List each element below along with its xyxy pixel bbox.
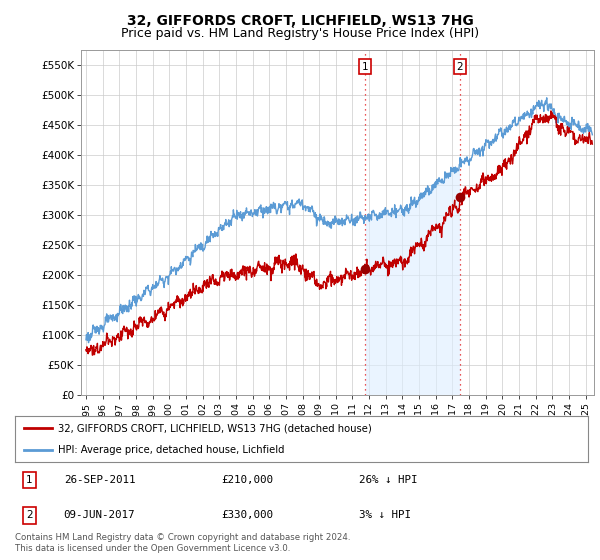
- Text: 1: 1: [26, 475, 32, 486]
- Text: 2: 2: [457, 62, 463, 72]
- Text: Contains HM Land Registry data © Crown copyright and database right 2024.
This d: Contains HM Land Registry data © Crown c…: [15, 533, 350, 553]
- Text: 32, GIFFORDS CROFT, LICHFIELD, WS13 7HG (detached house): 32, GIFFORDS CROFT, LICHFIELD, WS13 7HG …: [58, 423, 372, 433]
- Text: Price paid vs. HM Land Registry's House Price Index (HPI): Price paid vs. HM Land Registry's House …: [121, 27, 479, 40]
- Text: 2: 2: [26, 510, 32, 520]
- Text: 3% ↓ HPI: 3% ↓ HPI: [359, 510, 411, 520]
- Text: 26% ↓ HPI: 26% ↓ HPI: [359, 475, 418, 486]
- Text: 26-SEP-2011: 26-SEP-2011: [64, 475, 135, 486]
- Text: 1: 1: [362, 62, 368, 72]
- Text: HPI: Average price, detached house, Lichfield: HPI: Average price, detached house, Lich…: [58, 445, 284, 455]
- Text: 32, GIFFORDS CROFT, LICHFIELD, WS13 7HG: 32, GIFFORDS CROFT, LICHFIELD, WS13 7HG: [127, 14, 473, 28]
- Text: £210,000: £210,000: [221, 475, 273, 486]
- Text: £330,000: £330,000: [221, 510, 273, 520]
- Text: 09-JUN-2017: 09-JUN-2017: [64, 510, 135, 520]
